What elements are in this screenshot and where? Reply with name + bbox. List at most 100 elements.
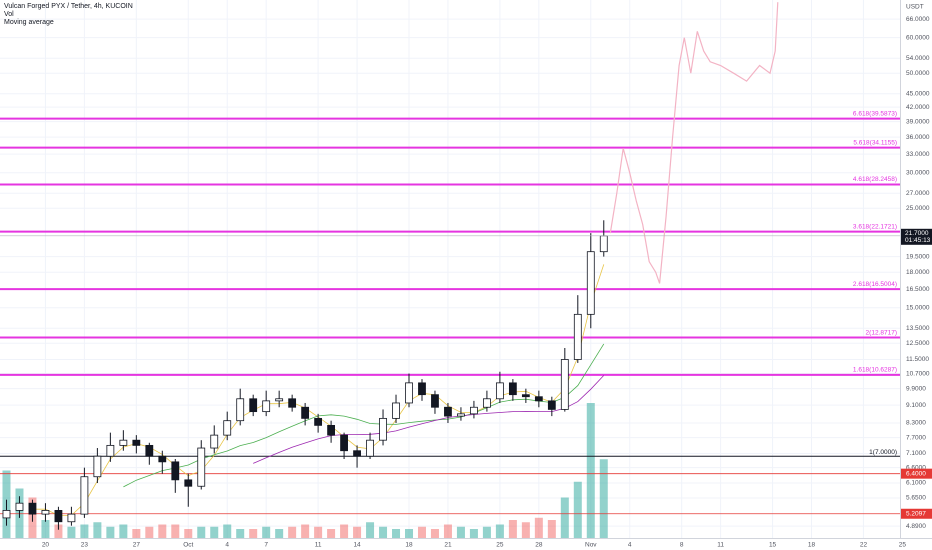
candle-body — [15, 502, 24, 511]
volume-bar — [197, 526, 206, 538]
x-tick-label: 27 — [133, 542, 141, 549]
volume-bar — [301, 524, 310, 538]
fib-label: 2(12.8717) — [866, 329, 897, 336]
candle-body — [132, 439, 141, 446]
y-tick-label: 30.0000 — [906, 169, 930, 176]
volume-bar — [456, 526, 465, 538]
volume-bar — [340, 524, 349, 538]
y-tick-label: 33.0000 — [906, 151, 930, 158]
candle-body — [379, 417, 387, 441]
candle-body — [158, 455, 167, 463]
x-tick-label: 14 — [353, 542, 361, 549]
volume-bar — [249, 529, 258, 538]
y-tick-label: 60.0000 — [906, 34, 930, 41]
y-tick-label: 18.0000 — [906, 269, 930, 276]
volume-bar — [482, 526, 491, 538]
candle-body — [405, 382, 413, 404]
x-tick-label: 4 — [628, 542, 632, 549]
candle-body — [366, 439, 374, 457]
y-tick-label: 39.0000 — [906, 118, 930, 125]
volume-bar — [262, 526, 271, 538]
candle-body — [210, 434, 219, 449]
y-tick-label: 45.0000 — [906, 90, 930, 97]
candle-body — [483, 398, 491, 408]
volume-bar — [573, 481, 582, 538]
candle-body — [54, 510, 63, 523]
candle-body — [599, 235, 608, 253]
symbol-title: Vulcan Forged PYX / Tether, 4h, KUCOIN — [4, 3, 133, 10]
volume-bar — [443, 524, 452, 538]
volume-bar — [288, 526, 297, 538]
indicator-vol: Vol — [4, 11, 14, 18]
candle-body — [547, 400, 556, 410]
price-tag-label: 5.2097 — [906, 510, 926, 517]
candle-body — [106, 444, 115, 457]
x-tick-label: 11 — [717, 542, 724, 549]
x-tick-label: 21 — [444, 542, 452, 549]
moving-average — [253, 375, 605, 464]
x-tick-label: 22 — [860, 542, 868, 549]
volume-bar — [405, 529, 414, 538]
volume-bar — [521, 522, 530, 538]
candle-body — [2, 510, 11, 519]
x-tick-label: 8 — [680, 542, 684, 549]
y-tick-label: 6.1000 — [906, 480, 926, 487]
volume-bar — [80, 524, 89, 538]
fib-label: 5.618(34.1155) — [853, 139, 897, 146]
y-tick-label: 27.0000 — [906, 190, 930, 197]
candle-body — [444, 406, 452, 417]
candle-body — [28, 502, 37, 515]
y-tick-label: 4.8900 — [906, 523, 926, 530]
candle-body — [171, 461, 180, 481]
volume-bar — [469, 529, 478, 538]
y-tick-label: 66.0000 — [906, 16, 930, 23]
y-tick-label: 25.0000 — [906, 205, 930, 212]
y-tick-label: 7.7000 — [906, 434, 926, 441]
y-tick-label: 9.9000 — [906, 385, 926, 392]
projection-line — [609, 2, 779, 284]
volume-bar — [314, 526, 323, 538]
volume-bar — [145, 526, 154, 538]
fib-label: 3.618(22.1721) — [853, 223, 897, 230]
volume-bar — [275, 529, 284, 538]
y-tick-label: 7.1000 — [906, 450, 926, 457]
x-tick-label: 28 — [535, 542, 543, 549]
x-tick-label: 25 — [496, 542, 504, 549]
candle-body — [392, 402, 400, 419]
plot — [0, 2, 900, 538]
volume-bar — [392, 529, 401, 538]
y-tick-label: 50.0000 — [906, 70, 930, 77]
candle-body — [41, 510, 50, 515]
y-tick-label: 54.0000 — [906, 55, 930, 62]
fib-label: 4.618(28.2458) — [853, 176, 897, 183]
x-tick-label: 4 — [225, 542, 229, 549]
candle-body — [80, 476, 89, 515]
candle-body — [145, 444, 154, 457]
volume-bar — [495, 524, 504, 538]
volume-bar — [106, 526, 115, 538]
candle-body — [470, 406, 478, 415]
y-tick-label: 13.5000 — [906, 325, 930, 332]
candle-body — [301, 406, 310, 419]
x-tick-label: 25 — [899, 542, 907, 549]
candle-body — [119, 439, 128, 446]
x-tick-label: Oct — [183, 542, 193, 549]
x-tick-label: 18 — [405, 542, 413, 549]
fib-label: 6.618(39.5873) — [853, 110, 897, 117]
x-tick-label: 11 — [315, 542, 322, 549]
candle-body — [93, 455, 102, 478]
y-tick-label: 42.0000 — [906, 104, 930, 111]
volume-bar — [93, 522, 102, 538]
y-tick-label: 10.7000 — [906, 370, 930, 377]
volume-bar — [54, 524, 63, 538]
volume-bar — [534, 517, 543, 538]
volume-bar — [586, 403, 595, 538]
volume-bar — [41, 520, 50, 538]
y-tick-label: 6.6000 — [906, 464, 926, 471]
y-tick-label: 15.0000 — [906, 304, 930, 311]
x-tick-label: 23 — [81, 542, 89, 549]
candle-body — [288, 398, 297, 408]
candle-body — [249, 398, 258, 413]
last-price-tag — [901, 228, 932, 245]
